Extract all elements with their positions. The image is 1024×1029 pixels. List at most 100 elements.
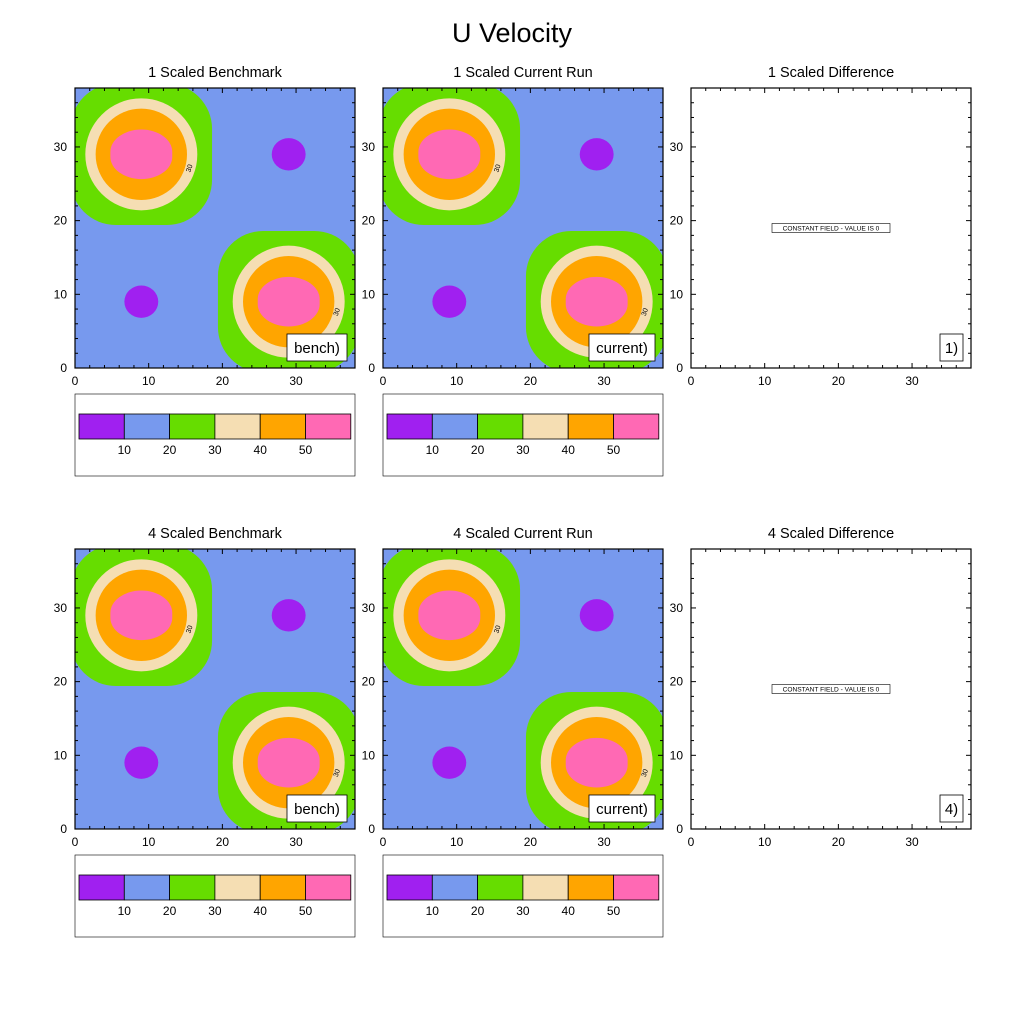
panel-1-bench-maximum-upper-left-level-5 (110, 129, 173, 180)
panel-1-current-minimum-lower-left (432, 285, 467, 318)
panel-1-bench-colorbar-label: 20 (163, 443, 177, 457)
panel-4-current-title: 4 Scaled Current Run (453, 526, 592, 542)
panel-1-current-colorbar-label: 20 (471, 443, 485, 457)
panel-1-bench-xtick-label: 20 (216, 374, 230, 388)
panel-4-current-xtick-label: 0 (380, 835, 387, 849)
panel-4-current-colorbar-swatch (613, 874, 660, 901)
panel-1-current-colorbar-swatch (431, 413, 478, 440)
panel-4-bench-maximum-lower-right-level-5 (257, 737, 320, 788)
panel-1-bench-colorbar: 10 20 30 40 50 (74, 393, 356, 477)
panel-1-diff-constant-text: CONSTANT FIELD - VALUE IS 0 (783, 226, 880, 233)
panel-4-bench-colorbar-swatch (259, 874, 306, 901)
panel-4-bench-label-box (286, 794, 348, 823)
panel-1-bench-contour-label: 30 (185, 164, 194, 174)
panel-4-current-minimum-lower-left (432, 746, 467, 779)
panel-1-diff-ticks (690, 87, 972, 369)
panel-4-bench-ytick-label: 0 (60, 822, 67, 836)
panel-4-current-colorbar-label: 20 (471, 904, 485, 918)
panel-4-bench-xtick-label: 10 (142, 835, 156, 849)
panel-4-current-colorbar: 10 20 30 40 50 (382, 854, 664, 938)
panel-1-bench-colorbar-swatch (123, 413, 171, 440)
panel-4-bench-frame (74, 548, 356, 830)
panel-1-bench: 1 Scaled Benchmark 30 30 0 10 20 30 0 10 20 30 benc… (54, 65, 356, 477)
panel-1-current-maximum-lower-right-level-5 (565, 276, 628, 327)
panel-1-current-xtick-label: 30 (597, 374, 611, 388)
panel-1-bench-xtick-label: 0 (72, 374, 79, 388)
panel-4-bench-colorbar-label: 50 (299, 904, 313, 918)
panel-1-bench-ticks (74, 87, 356, 369)
panel-1-diff-xtick-label: 20 (832, 374, 846, 388)
panel-4-current-ytick-label: 30 (362, 601, 376, 615)
panel-1-bench-colorbar-label: 40 (254, 443, 268, 457)
panel-1-bench-colorbar-swatch (169, 413, 216, 440)
panel-4-bench-maximum-upper-left-level-5 (110, 590, 173, 641)
panel-4-bench-colorbar-label: 10 (118, 904, 132, 918)
panel-1-bench-ytick-label: 30 (54, 140, 68, 154)
panel-1-current-colorbar-label: 10 (426, 443, 440, 457)
panel-4-bench-xtick-label: 0 (72, 835, 79, 849)
panel-4-bench-ytick-label: 30 (54, 601, 68, 615)
panel-4-bench-label: bench) (294, 801, 340, 818)
panel-4-bench-colorbar-label: 40 (254, 904, 268, 918)
panel-4-current-frame (382, 548, 664, 830)
panel-4-current-contour-label: 30 (493, 625, 502, 635)
panel-1-current-colorbar-label: 30 (516, 443, 530, 457)
panel-1-diff-ytick-label: 30 (670, 140, 684, 154)
panel-1-bench-ytick-label: 20 (54, 214, 68, 228)
panel-1-bench-label-box (286, 333, 348, 362)
panel-1-current-label-box (588, 333, 656, 362)
panel-4-bench-contour-label-2: 30 (333, 768, 342, 778)
panel-1-current-colorbar-swatch (522, 413, 569, 440)
panel-1-current-ytick-label: 30 (362, 140, 376, 154)
panel-1-diff-ytick-label: 0 (676, 361, 683, 375)
panel-1-diff-frame (690, 87, 972, 369)
panel-1-bench-frame (74, 87, 356, 369)
panel-4-bench-colorbar-label: 20 (163, 904, 177, 918)
panel-4-bench-colorbar-swatch (78, 874, 125, 901)
panel-1-current-contour-label: 30 (493, 164, 502, 174)
panel-1-diff-ytick-label: 20 (670, 214, 684, 228)
panel-1-current-ytick-label: 0 (368, 361, 375, 375)
panel-4-current-maximum-upper-left-level-5 (418, 590, 481, 641)
panel-1-bench-colorbar-swatch (305, 413, 352, 440)
figure-title: U Velocity (452, 18, 573, 48)
panel-4-diff-xtick-label: 20 (832, 835, 846, 849)
panel-4-bench-ticks (74, 548, 356, 830)
panel-1-diff-label: 1) (945, 340, 958, 357)
panel-4-diff-frame (690, 548, 972, 830)
panel-1-diff-xtick-label: 10 (758, 374, 772, 388)
panel-1-current-maximum-upper-left-level-5 (418, 129, 481, 180)
panel-1-bench-minimum-upper-right (271, 138, 306, 171)
panel-4-diff-ytick-label: 20 (670, 675, 684, 689)
panel-4-current-label: current) (596, 801, 648, 818)
panel-4-current-colorbar-label: 50 (607, 904, 621, 918)
panel-4-diff-constant-box (771, 684, 891, 694)
panel-4-current-xtick-label: 20 (524, 835, 538, 849)
panel-1-bench-maximum-lower-right-level-5 (257, 276, 320, 327)
panel-1-current-colorbar-swatch (567, 413, 614, 440)
panel-4-bench-colorbar: 10 20 30 40 50 (74, 854, 356, 938)
panel-1-diff-title: 1 Scaled Difference (768, 65, 894, 81)
panel-1-current-colorbar: 10 20 30 40 50 (382, 393, 664, 477)
panel-1-bench-contour-label-2: 30 (333, 307, 342, 317)
panel-1-current-colorbar-label: 50 (607, 443, 621, 457)
panel-4-diff-ticks (690, 548, 972, 830)
panel-4-current-colorbar-swatch (522, 874, 569, 901)
panel-1-bench-label: bench) (294, 340, 340, 357)
panel-1-diff-label-box (939, 333, 964, 362)
panel-4-current-colorbar-swatch (477, 874, 524, 901)
panel-4-current: 4 Scaled Current Run 30 30 0 10 20 30 0 10 20 30 cu… (362, 526, 664, 938)
panel-4-diff-constant-text: CONSTANT FIELD - VALUE IS 0 (783, 687, 880, 694)
panel-4-current-colorbar-swatch (567, 874, 614, 901)
panel-1-current-colorbar-swatch (613, 413, 660, 440)
panel-1-diff-constant-box (771, 223, 891, 233)
panel-4-bench-colorbar-label: 30 (208, 904, 222, 918)
panel-1-current-colorbar-label: 40 (562, 443, 576, 457)
panel-1-current-ytick-label: 20 (362, 214, 376, 228)
panel-1-bench-field: 30 30 (75, 88, 355, 368)
panel-4-current-ytick-label: 0 (368, 822, 375, 836)
panel-4-diff-xtick-label: 10 (758, 835, 772, 849)
panel-4-current-xtick-label: 10 (450, 835, 464, 849)
panel-4-bench-ytick-label: 10 (54, 748, 68, 762)
